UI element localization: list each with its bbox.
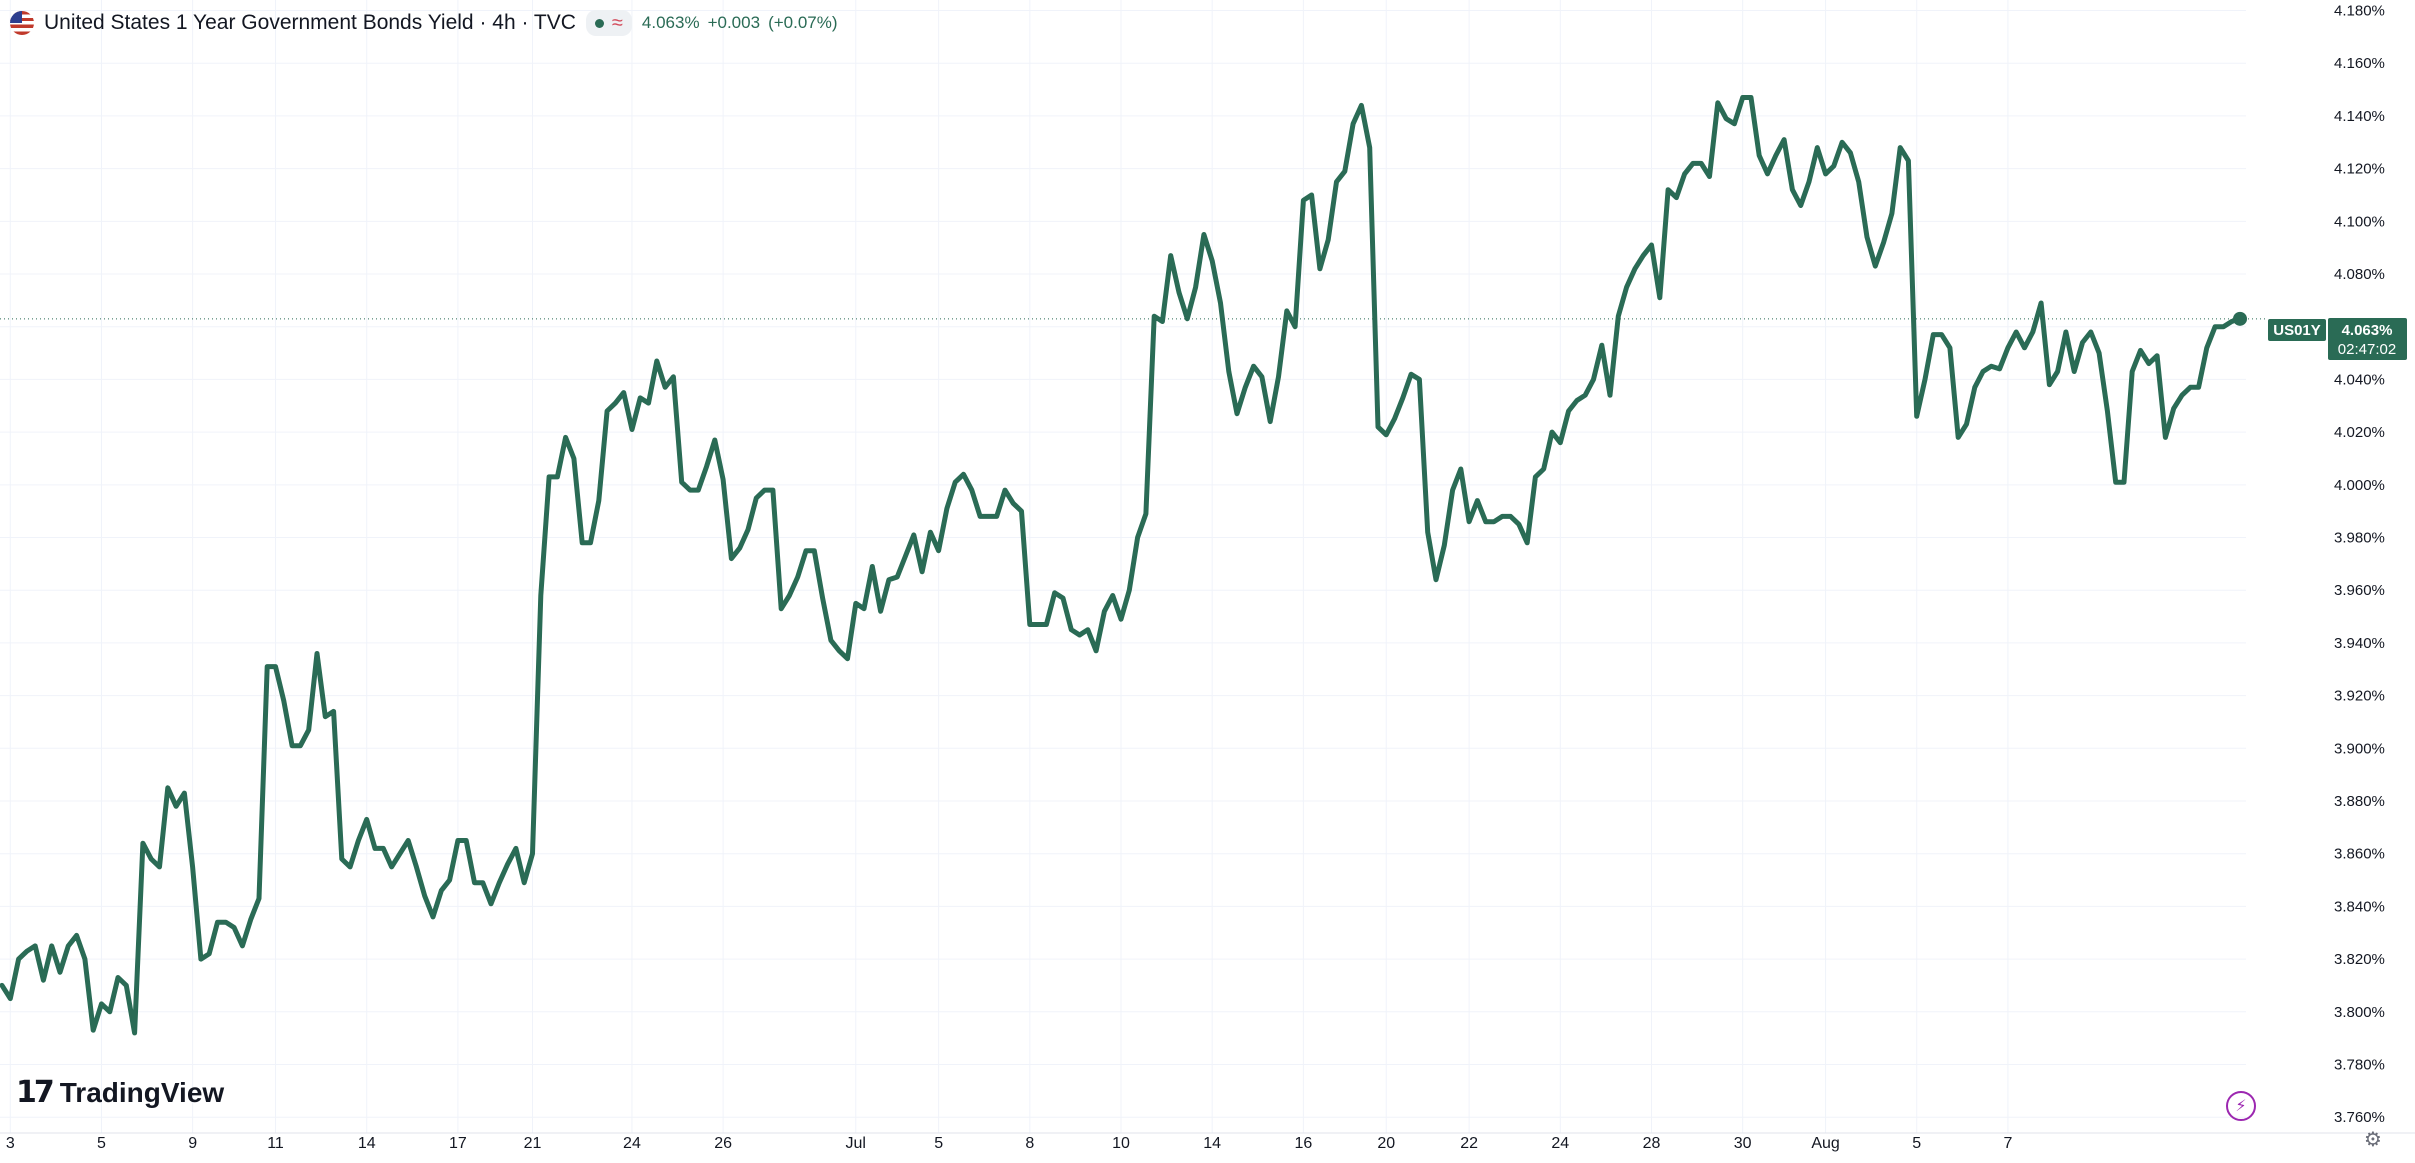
x-tick-label: 3	[6, 1135, 15, 1152]
header-change: +0.003	[707, 13, 761, 32]
header-quote: 4.063% +0.003 (+0.07%)	[642, 13, 838, 33]
delayed-data-icon: ≈	[611, 12, 623, 34]
y-tick-label: 3.900%	[2334, 740, 2385, 757]
market-status-pill[interactable]: ≈	[585, 10, 632, 36]
price-label-bg	[2328, 318, 2407, 360]
y-tick-label: 3.760%	[2334, 1109, 2385, 1126]
x-tick-label: 9	[188, 1135, 197, 1152]
tradingview-logo-icon: 17	[16, 1075, 55, 1110]
x-tick-label: 14	[1203, 1135, 1221, 1152]
y-tick-label: 3.820%	[2334, 951, 2385, 968]
y-tick-label: 4.100%	[2334, 213, 2385, 230]
x-tick-label: 26	[714, 1135, 732, 1152]
x-tick-label: 14	[358, 1135, 376, 1152]
gear-icon[interactable]: ⚙	[2364, 1129, 2382, 1151]
market-status-dot-icon	[594, 18, 604, 28]
x-tick-label: Jul	[846, 1135, 866, 1152]
x-tick-label: 7	[2003, 1135, 2012, 1152]
x-tick-label: 20	[1377, 1135, 1395, 1152]
x-tick-label: 11	[267, 1135, 284, 1152]
y-tick-label: 4.020%	[2334, 424, 2385, 441]
x-tick-label: 24	[623, 1135, 641, 1152]
x-tick-label: 17	[449, 1135, 467, 1152]
us-flag-icon	[10, 11, 34, 35]
y-tick-label: 4.120%	[2334, 161, 2385, 178]
price-axis[interactable]: 3.760% 3.780% 3.800% 3.820% 3.840% 3.860% 3.88…	[2334, 3, 2385, 1127]
x-tick-label: 28	[1643, 1135, 1661, 1152]
y-tick-label: 4.000%	[2334, 477, 2385, 494]
tradingview-logo-text: TradingView	[59, 1076, 225, 1108]
x-tick-label: 24	[1551, 1135, 1569, 1152]
y-tick-label: 3.780%	[2334, 1056, 2385, 1073]
y-tick-label: 3.800%	[2334, 1004, 2385, 1021]
chart-header: United States 1 Year Government Bonds Yi…	[10, 8, 838, 38]
symbol-label: US01Y	[2273, 322, 2321, 339]
y-tick-label: 4.140%	[2334, 108, 2385, 125]
x-tick-label: 5	[97, 1135, 106, 1152]
price-label-countdown: 02:47:02	[2338, 341, 2396, 358]
y-tick-label: 3.880%	[2334, 793, 2385, 810]
price-label-value: 4.063%	[2342, 322, 2393, 339]
x-tick-label: 10	[1112, 1135, 1130, 1152]
chart-series	[0, 95, 2268, 1036]
last-point-marker	[2233, 311, 2247, 326]
y-tick-label: 4.180%	[2334, 3, 2385, 20]
symbol-label-bg	[2268, 319, 2326, 341]
x-tick-label: 30	[1734, 1135, 1752, 1152]
symbol-title[interactable]: United States 1 Year Government Bonds Yi…	[44, 11, 576, 34]
x-tick-label: 21	[524, 1135, 542, 1152]
yield-line	[0, 95, 2243, 1036]
y-tick-label: 3.960%	[2334, 582, 2385, 599]
x-tick-label: 8	[1025, 1135, 1034, 1152]
y-tick-label: 3.940%	[2334, 635, 2385, 652]
time-axis[interactable]: 3 5 9 11 14 17 21 24 26 Jul 5 8 10 14 16 20 22 24 28 30 Aug 5…	[0, 1132, 2415, 1152]
y-tick-label: 3.980%	[2334, 530, 2385, 547]
y-tick-label: 4.080%	[2334, 266, 2385, 283]
last-price-labels: US01Y 4.063% 02:47:02	[2268, 318, 2407, 360]
header-last-value: 4.063%	[641, 13, 700, 32]
x-tick-label: Aug	[1811, 1135, 1839, 1152]
x-tick-label: 16	[1294, 1135, 1312, 1152]
y-tick-label: 3.860%	[2334, 846, 2385, 863]
y-tick-label: 4.160%	[2334, 55, 2385, 72]
chart-grid	[0, 0, 2246, 1133]
tradingview-logo[interactable]: 17 TradingView	[16, 1075, 224, 1110]
y-tick-label: 3.920%	[2334, 688, 2385, 705]
y-tick-label: 3.840%	[2334, 898, 2385, 915]
x-tick-label: 5	[1912, 1135, 1921, 1152]
lightning-icon[interactable]: ⚡	[2226, 1091, 2256, 1121]
x-tick-label: 22	[1460, 1135, 1478, 1152]
x-tick-label: 5	[934, 1135, 943, 1152]
y-tick-label: 4.040%	[2334, 371, 2385, 388]
header-change-pct: (+0.07%)	[768, 13, 838, 32]
